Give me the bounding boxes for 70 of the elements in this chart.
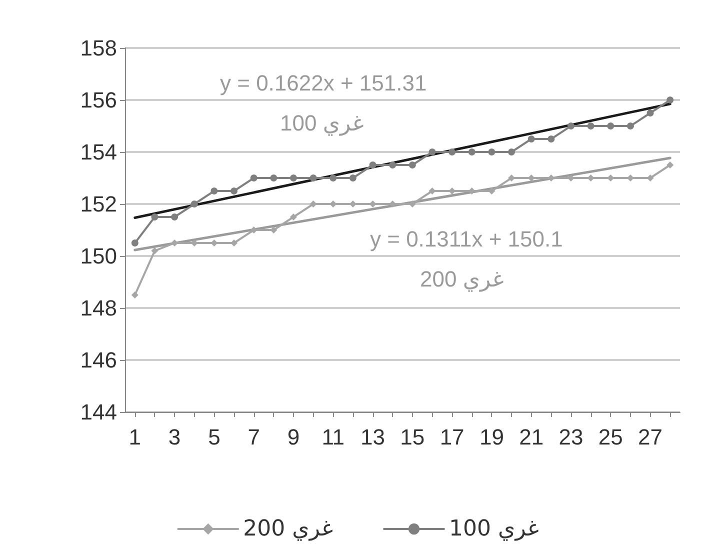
point [190,200,198,208]
point [666,96,674,104]
point [528,136,535,142]
point [151,214,158,220]
point [270,226,278,234]
annotation: y = 0.1622x + 151.31 [220,70,427,96]
point [408,162,416,168]
x-tick-label: 3 [168,424,181,450]
point [290,214,297,220]
point [210,188,218,194]
x-tick-label: 13 [360,424,386,450]
x-tick-label: 21 [519,424,544,450]
annotation: y = 0.1311x + 150.1 [370,226,563,252]
x-tick-label: 15 [400,424,425,450]
point [646,110,654,116]
point [646,174,654,182]
point [330,174,337,182]
x-tick-label: 11 [322,424,345,450]
y-tick-label: 156 [80,88,117,112]
point [428,188,436,194]
legend-label: غري 200 [243,516,334,542]
point [349,174,356,182]
point [310,200,317,208]
point [587,174,594,182]
annotation: غري 100 [280,110,364,136]
y-tick-label: 146 [80,348,117,372]
point [171,214,178,220]
y-tick-label: 152 [80,192,117,216]
point [488,188,496,194]
point [250,226,258,234]
x-tick-label: 23 [558,424,584,450]
x-tick-label: 25 [598,424,623,450]
annotation: غري 200 [420,266,504,292]
point [151,247,158,254]
y-tick-label: 150 [80,244,117,268]
point [548,136,555,142]
point [230,240,238,246]
point [369,200,376,208]
y-tick-label: 148 [80,296,117,320]
y-tick-label: 144 [80,400,117,424]
point [131,292,138,298]
point [389,162,396,168]
legend-label: غري 100 [449,516,539,542]
point [131,240,138,246]
point [508,148,516,156]
point [567,122,574,130]
y-tick-label: 154 [80,140,117,164]
x-tick-label: 19 [479,424,504,450]
point [587,122,594,130]
point [270,174,278,182]
point [369,162,376,168]
point [607,122,614,130]
point [448,148,456,156]
x-tick-label: 17 [440,424,464,450]
point [310,174,317,182]
x-tick-label: 9 [287,424,300,450]
point [488,148,496,156]
x-tick-label: 1 [128,424,142,450]
point [290,174,297,182]
point [250,174,258,182]
point [626,122,634,130]
x-tick-label: 5 [208,424,220,450]
y-tick-label: 158 [80,36,117,60]
point [230,188,238,194]
point [666,162,674,168]
point [210,240,218,246]
x-tick-label: 7 [248,424,260,450]
point [468,148,476,156]
point [428,148,436,156]
x-tick-label: 27 [638,424,663,450]
